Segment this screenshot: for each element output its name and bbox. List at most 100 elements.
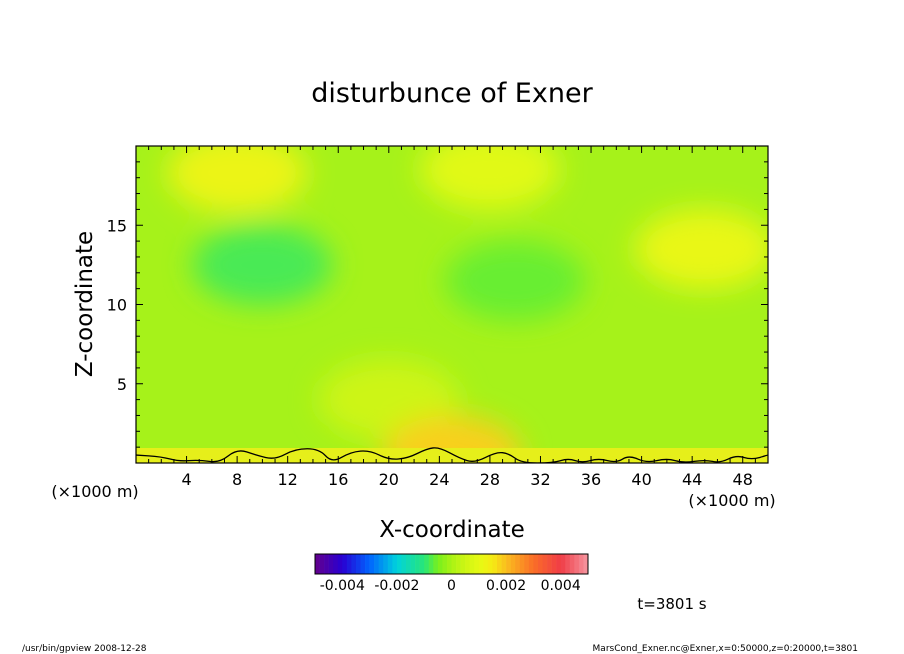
colorbar-bin [406,554,411,574]
colorbar-bin [497,554,502,574]
colorbar-bin [351,554,357,574]
y-axis-label: Z-coordinate [72,231,98,377]
footer-left: /usr/bin/gpview 2008-12-28 [22,644,147,654]
x-tick-label: 12 [278,470,298,489]
colorbar-bin [537,554,543,574]
x-tick-label: 16 [328,470,348,489]
colorbar-bin [337,554,343,574]
field-region [634,209,768,290]
colorbar-bin [369,554,375,574]
colorbar-bin [437,554,443,574]
colorbar-bin [365,554,370,574]
colorbar-bin [474,554,480,574]
colorbar-bin [569,554,575,574]
colorbar-bin [528,554,534,574]
colorbar-bin [319,554,325,574]
colorbar-bin [387,554,393,574]
zero-contour-line [136,447,768,463]
colorbar-bin [542,554,548,574]
x-tick-label: 28 [480,470,500,489]
colorbar-bin [565,554,571,574]
colorbar-bin [583,554,589,574]
colorbar-bin [315,554,320,574]
colorbar-bin [556,554,561,574]
colorbar-bin [460,554,466,574]
y-tick-label: 15 [107,216,127,235]
x-tick-label: 40 [631,470,651,489]
y-tick-label: 5 [117,375,127,394]
colorbar-tick-labels: -0.004 -0.002 0 0.002 0.004 [320,578,581,594]
colorbar-bin [519,554,525,574]
colorbar-bin [410,554,416,574]
colorbar-bin [378,554,384,574]
colorbar-frame [314,553,589,575]
colorbar-bin [396,554,402,574]
colorbar-bin [578,554,584,574]
colorbar-bin [333,554,339,574]
colorbar-bin [487,554,493,574]
colorbar-bin [342,554,348,574]
colorbar-bin [515,554,521,574]
colorbar-bin [492,554,498,574]
x-tick-label: 44 [682,470,702,489]
colorbar-bin [533,554,539,574]
colorbar-bin [483,554,489,574]
x-tick-label: 20 [379,470,399,489]
x-unit-label: (×1000 m) [688,491,775,510]
colorbar-bin [446,554,452,574]
field-region [167,146,308,213]
colorbar-tick-label: 0 [447,578,456,594]
x-tick-label: 24 [429,470,449,489]
colorbar-bin [510,554,516,574]
colorbar-bin [442,554,448,574]
field-region [445,240,586,321]
x-tick-label: 48 [733,470,753,489]
y-tick-labels: 5 10 15 [107,216,127,394]
colorbar-bin [392,554,398,574]
x-tick-labels: 4 8 12 16 20 24 28 32 36 40 44 48 [181,470,752,489]
chart-title: disturbunce of Exner [311,78,593,109]
colorbar-bin [451,554,457,574]
colorbar-tick-label: -0.004 [320,578,365,594]
x-axis-label: X-coordinate [379,517,525,543]
colorbar-bin [506,554,511,574]
colorbar [315,554,589,574]
colorbar-bin [355,554,361,574]
colorbar-bin [574,554,580,574]
colorbar-bin [424,554,430,574]
colorbar-bin [328,554,334,574]
x-tick-label: 4 [181,470,191,489]
colorbar-bin [469,554,475,574]
colorbar-bin [401,554,407,574]
x-tick-label: 32 [530,470,550,489]
colorbar-bin [324,554,329,574]
colorbar-bin [551,554,557,574]
colorbar-bin [433,554,439,574]
colorbar-bin [456,554,461,574]
colorbar-bin [419,554,425,574]
x-tick-label: 8 [232,470,242,489]
colorbar-bin [428,554,434,574]
field-region [419,146,560,210]
field-region [192,224,333,305]
plot-area [136,146,768,463]
colorbar-bin [346,554,352,574]
time-annotation: t=3801 s [637,595,706,613]
y-unit-label: (×1000 m) [51,482,138,501]
colorbar-bin [501,554,507,574]
colorbar-tick-label: 0.004 [541,578,581,594]
colorbar-tick-label: 0.002 [486,578,526,594]
colorbar-bin [383,554,389,574]
colorbar-tick-label: -0.002 [374,578,419,594]
colorbar-bin [374,554,379,574]
colorbar-bin [560,554,566,574]
axis-ticks [136,146,768,463]
colorbar-bin [465,554,470,574]
colorbar-bin [524,554,530,574]
colorbar-bin [360,554,366,574]
footer-right: MarsCond_Exner.nc@Exner,x=0:50000,z=0:20… [593,644,858,654]
colorbar-bin [547,554,552,574]
field-regions [167,146,768,463]
x-tick-label: 36 [581,470,601,489]
